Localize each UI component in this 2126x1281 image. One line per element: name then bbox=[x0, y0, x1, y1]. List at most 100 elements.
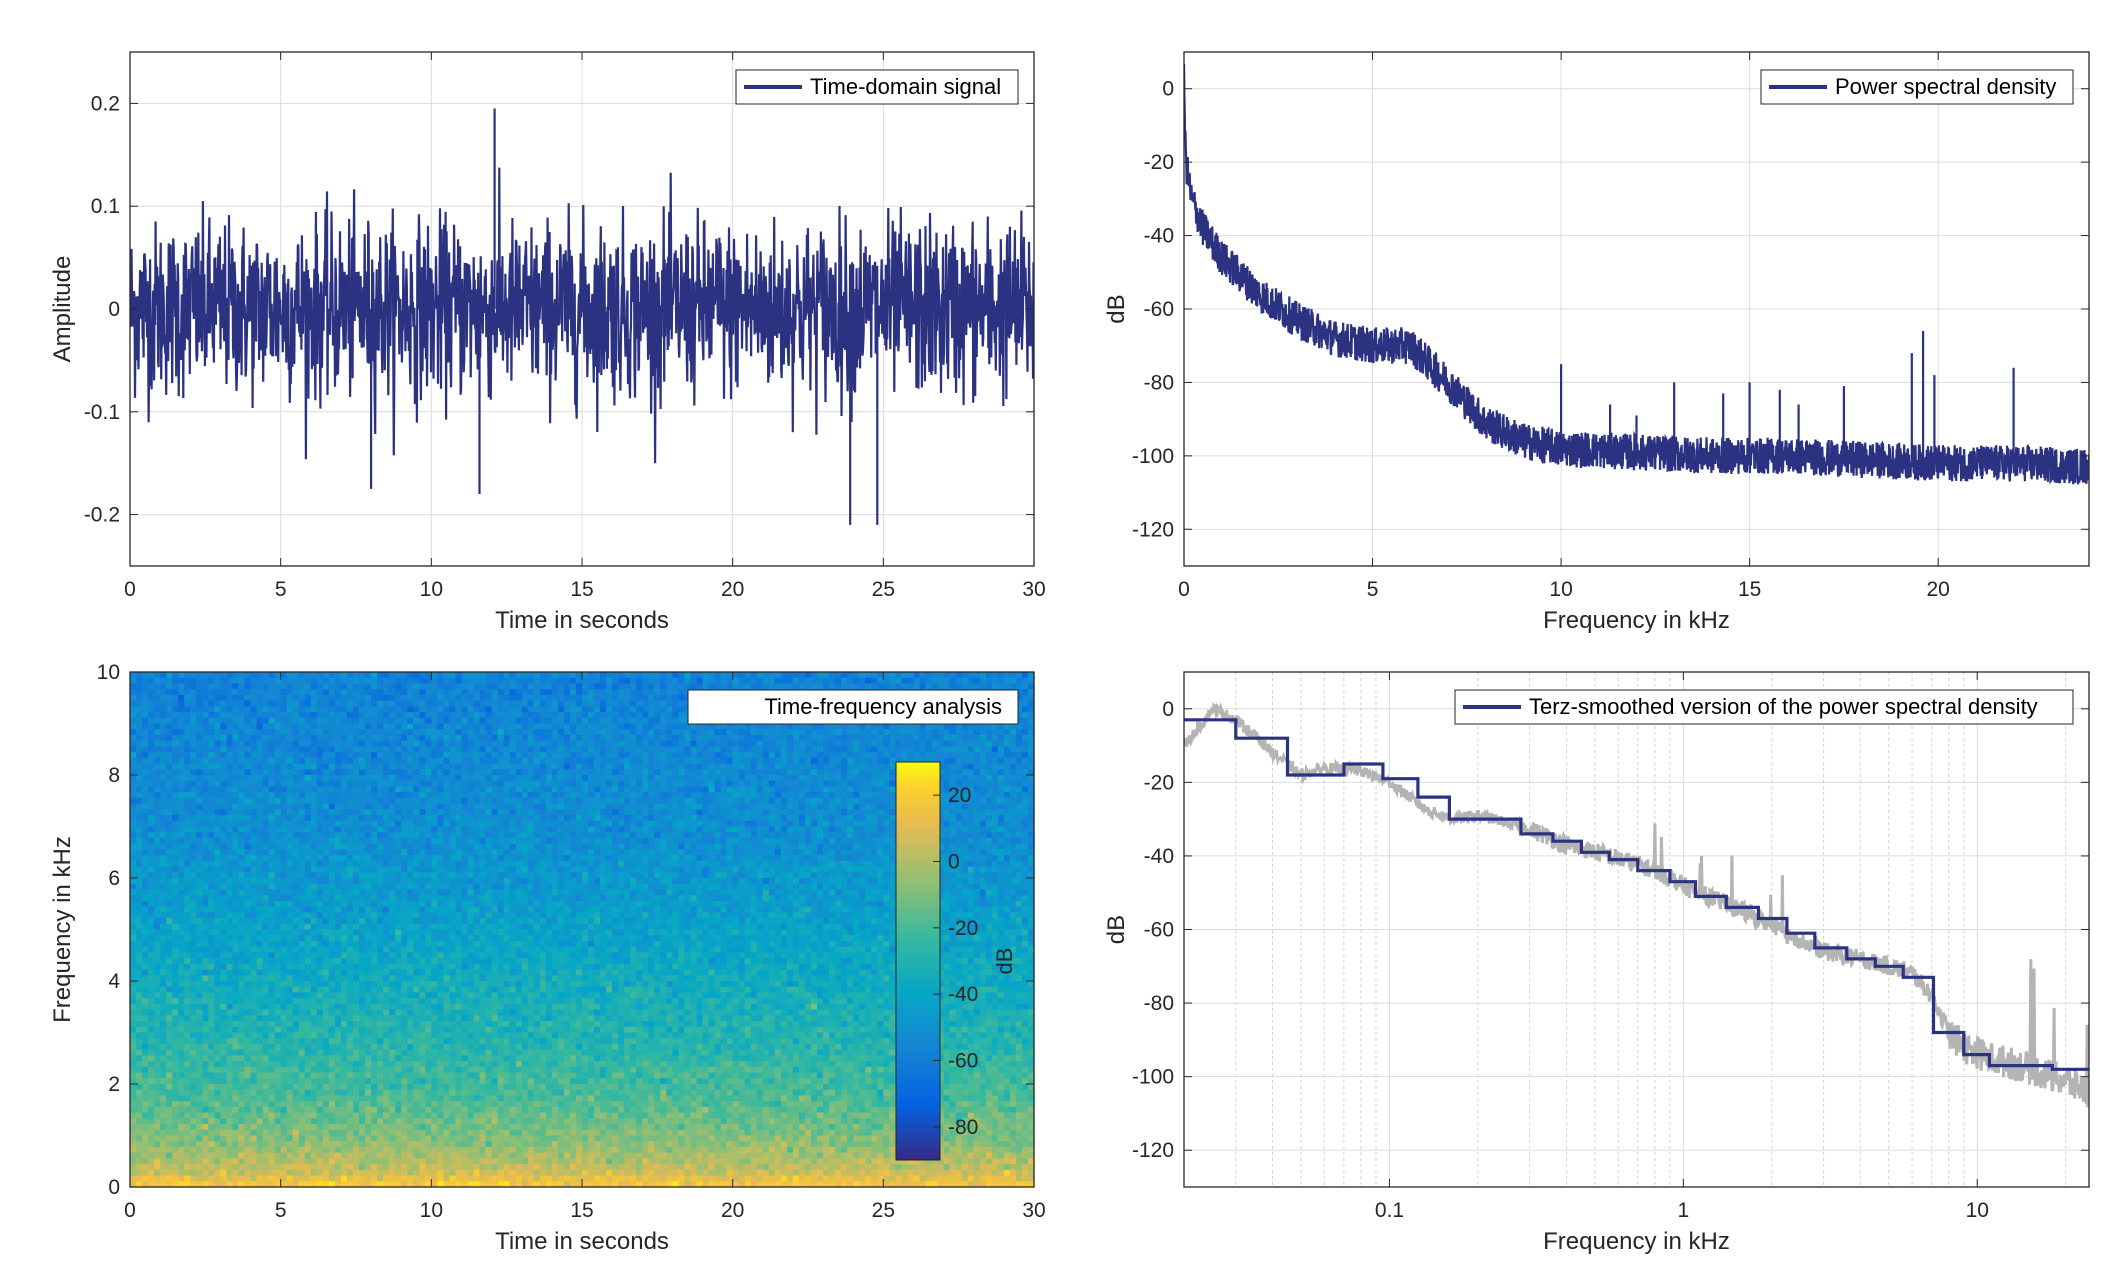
heatmap-cell bbox=[293, 712, 300, 718]
heatmap-cell bbox=[510, 718, 517, 724]
heatmap-cell bbox=[630, 815, 637, 821]
heatmap-cell bbox=[232, 678, 239, 684]
heatmap-cell bbox=[431, 809, 438, 815]
heatmap-cell bbox=[684, 735, 691, 741]
heatmap-cell bbox=[859, 849, 866, 855]
heatmap-cell bbox=[703, 775, 710, 781]
heatmap-cell bbox=[853, 804, 860, 810]
heatmap-cell bbox=[672, 832, 679, 838]
heatmap-cell bbox=[877, 781, 884, 787]
heatmap-cell bbox=[558, 764, 565, 770]
heatmap-cell bbox=[196, 809, 203, 815]
heatmap-cell bbox=[184, 844, 191, 850]
heatmap-cell bbox=[684, 758, 691, 764]
heatmap-cell bbox=[413, 706, 420, 712]
heatmap-cell bbox=[443, 729, 450, 735]
heatmap-cell bbox=[220, 769, 227, 775]
heatmap-cell bbox=[208, 832, 215, 838]
heatmap-cell bbox=[425, 809, 432, 815]
heatmap-cell bbox=[166, 695, 173, 701]
heatmap-cell bbox=[998, 804, 1005, 810]
heatmap-cell bbox=[787, 775, 794, 781]
heatmap-cell bbox=[238, 683, 245, 689]
heatmap-cell bbox=[401, 672, 408, 678]
heatmap-cell bbox=[944, 827, 951, 833]
heatmap-cell bbox=[564, 827, 571, 833]
heatmap-cell bbox=[522, 683, 529, 689]
heatmap-cell bbox=[190, 809, 197, 815]
heatmap-cell bbox=[865, 758, 872, 764]
heatmap-cell bbox=[510, 832, 517, 838]
heatmap-cell bbox=[190, 678, 197, 684]
heatmap-cell bbox=[238, 804, 245, 810]
heatmap-cell bbox=[877, 832, 884, 838]
heatmap-cell bbox=[136, 775, 143, 781]
heatmap-cell bbox=[739, 838, 746, 844]
heatmap-cell bbox=[727, 849, 734, 855]
heatmap-cell bbox=[335, 724, 342, 730]
heatmap-cell bbox=[263, 706, 270, 712]
heatmap-cell bbox=[588, 746, 595, 752]
heatmap-cell bbox=[437, 672, 444, 678]
heatmap-cell bbox=[172, 735, 179, 741]
heatmap-cell bbox=[287, 678, 294, 684]
heatmap-cell bbox=[1004, 752, 1011, 758]
heatmap-cell bbox=[805, 729, 812, 735]
heatmap-cell bbox=[612, 775, 619, 781]
heatmap-cell bbox=[317, 758, 324, 764]
heatmap-cell bbox=[437, 678, 444, 684]
heatmap-cell bbox=[606, 827, 613, 833]
heatmap-cell bbox=[353, 741, 360, 747]
heatmap-cell bbox=[986, 849, 993, 855]
heatmap-cell bbox=[148, 724, 155, 730]
heatmap-cell bbox=[202, 718, 209, 724]
heatmap-cell bbox=[877, 746, 884, 752]
heatmap-cell bbox=[817, 781, 824, 787]
heatmap-cell bbox=[389, 764, 396, 770]
heatmap-cell bbox=[859, 821, 866, 827]
heatmap-cell bbox=[823, 758, 830, 764]
heatmap-cell bbox=[516, 792, 523, 798]
heatmap-cell bbox=[323, 775, 330, 781]
heatmap-cell bbox=[588, 712, 595, 718]
heatmap-cell bbox=[618, 695, 625, 701]
heatmap-cell bbox=[739, 832, 746, 838]
heatmap-cell bbox=[208, 701, 215, 707]
heatmap-cell bbox=[413, 758, 420, 764]
heatmap-cell bbox=[799, 804, 806, 810]
heatmap-cell bbox=[684, 832, 691, 838]
heatmap-cell bbox=[293, 724, 300, 730]
heatmap-cell bbox=[172, 809, 179, 815]
heatmap-cell bbox=[480, 672, 487, 678]
heatmap-cell bbox=[329, 701, 336, 707]
heatmap-cell bbox=[889, 849, 896, 855]
heatmap-cell bbox=[449, 786, 456, 792]
heatmap-cell bbox=[534, 752, 541, 758]
heatmap-cell bbox=[763, 821, 770, 827]
heatmap-cell bbox=[944, 741, 951, 747]
heatmap-cell bbox=[148, 701, 155, 707]
heatmap-cell bbox=[624, 672, 631, 678]
heatmap-cell bbox=[257, 844, 264, 850]
heatmap-cell bbox=[1004, 781, 1011, 787]
heatmap-cell bbox=[660, 809, 667, 815]
heatmap-cell bbox=[245, 764, 252, 770]
y-tick-label: -60 bbox=[1144, 298, 1174, 321]
heatmap-cell bbox=[660, 718, 667, 724]
heatmap-cell bbox=[600, 815, 607, 821]
heatmap-cell bbox=[841, 821, 848, 827]
heatmap-cell bbox=[697, 775, 704, 781]
heatmap-cell bbox=[841, 844, 848, 850]
heatmap-cell bbox=[365, 741, 372, 747]
heatmap-cell bbox=[341, 798, 348, 804]
heatmap-cell bbox=[1022, 678, 1029, 684]
heatmap-cell bbox=[413, 792, 420, 798]
heatmap-cell bbox=[383, 729, 390, 735]
heatmap-cell bbox=[419, 804, 426, 810]
heatmap-cell bbox=[835, 672, 842, 678]
heatmap-cell bbox=[636, 809, 643, 815]
heatmap-cell bbox=[232, 695, 239, 701]
heatmap-cell bbox=[992, 758, 999, 764]
heatmap-cell bbox=[220, 729, 227, 735]
heatmap-cell bbox=[636, 741, 643, 747]
